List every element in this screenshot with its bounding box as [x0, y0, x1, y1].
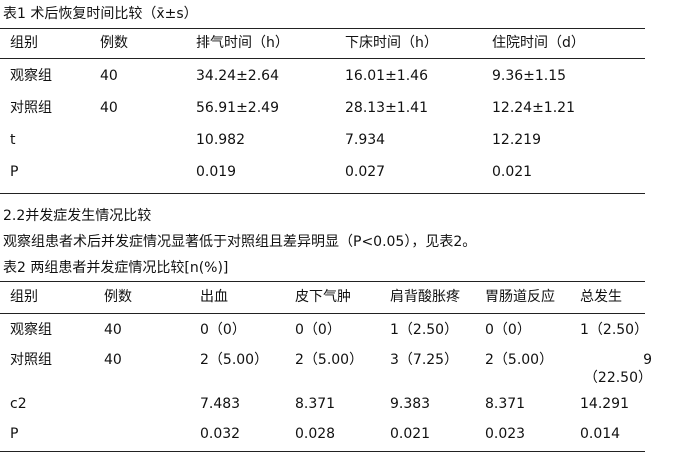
table-cell: 9.36±1.15 [492, 68, 567, 84]
table-cell: 7.483 [200, 396, 241, 412]
table-cell: 8.371 [295, 396, 336, 412]
table-cell: 0.023 [485, 426, 526, 442]
table-cell: 40 [100, 100, 118, 116]
paragraph: 观察组患者术后并发症情况显著低于对照组且差异明显（P<0.05），见表2。 [3, 234, 477, 250]
table-cell: 1（2.50） [390, 322, 459, 338]
table-cell: 14.291 [580, 396, 629, 412]
header-cell: 组别 [10, 289, 38, 305]
table-cell: 对照组 [10, 100, 52, 116]
rule [0, 193, 645, 194]
table-caption: 表1 术后恢复时间比较（x̄±s） [3, 6, 198, 22]
rule [0, 313, 645, 314]
rule [0, 58, 645, 59]
table-cell: 2（5.00） [485, 352, 554, 368]
table-cell: P [10, 164, 19, 180]
table-cell: 0.014 [580, 426, 621, 442]
table-cell: 40 [104, 322, 122, 338]
table-cell: 0.028 [295, 426, 336, 442]
header-cell: 例数 [104, 289, 132, 305]
header-cell: 下床时间（h） [345, 35, 438, 51]
table-cell: 40 [104, 352, 122, 368]
header-cell: 住院时间（d） [492, 35, 585, 51]
table-cell: 16.01±1.46 [345, 68, 428, 84]
table-cell: 28.13±1.41 [345, 100, 428, 116]
header-cell: 胃肠道反应 [485, 289, 555, 305]
table-cell: 12.24±1.21 [492, 100, 575, 116]
header-cell: 肩背酸胀疼 [390, 289, 460, 305]
table-cell: 1（2.50） [580, 322, 649, 338]
table-cell: 34.24±2.64 [196, 68, 279, 84]
table-cell: 9.383 [390, 396, 431, 412]
rule [0, 451, 645, 452]
table-cell: 10.982 [196, 132, 245, 148]
table-cell: 8.371 [485, 396, 526, 412]
table-cell: 观察组 [10, 322, 52, 338]
table-cell: 2（5.00） [295, 352, 364, 368]
rule [0, 28, 645, 29]
table-cell: 2（5.00） [200, 352, 269, 368]
table-cell: 12.219 [492, 132, 541, 148]
table-cell: 0（0） [485, 322, 531, 338]
table-cell: 0.021 [492, 164, 533, 180]
header-cell: 排气时间（h） [196, 35, 289, 51]
table-cell: 0.021 [390, 426, 431, 442]
table-cell: 56.91±2.49 [196, 100, 279, 116]
header-cell: 出血 [200, 289, 228, 305]
table-cell: 9 （22.50） [583, 352, 652, 386]
table-cell: 0.019 [196, 164, 237, 180]
header-cell: 总发生 [580, 289, 622, 305]
table-cell: P [10, 426, 19, 442]
table-cell: 0（0） [200, 322, 246, 338]
table-cell: 40 [100, 68, 118, 84]
header-cell: 例数 [100, 35, 128, 51]
table-cell: 7.934 [345, 132, 386, 148]
rule [0, 281, 645, 282]
header-cell: 组别 [10, 35, 38, 51]
table-cell: t [10, 132, 16, 148]
table-cell: c2 [10, 396, 27, 412]
table-cell: 对照组 [10, 352, 52, 368]
table-cell: 3（7.25） [390, 352, 459, 368]
table-cell: 0（0） [295, 322, 341, 338]
table-cell: 观察组 [10, 68, 52, 84]
header-cell: 皮下气肿 [295, 289, 351, 305]
section-heading: 2.2并发症发生情况比较 [3, 208, 152, 224]
table-caption: 表2 两组患者并发症情况比较[n(%)] [3, 260, 229, 276]
table-cell: 0.027 [345, 164, 386, 180]
table-cell: 0.032 [200, 426, 241, 442]
